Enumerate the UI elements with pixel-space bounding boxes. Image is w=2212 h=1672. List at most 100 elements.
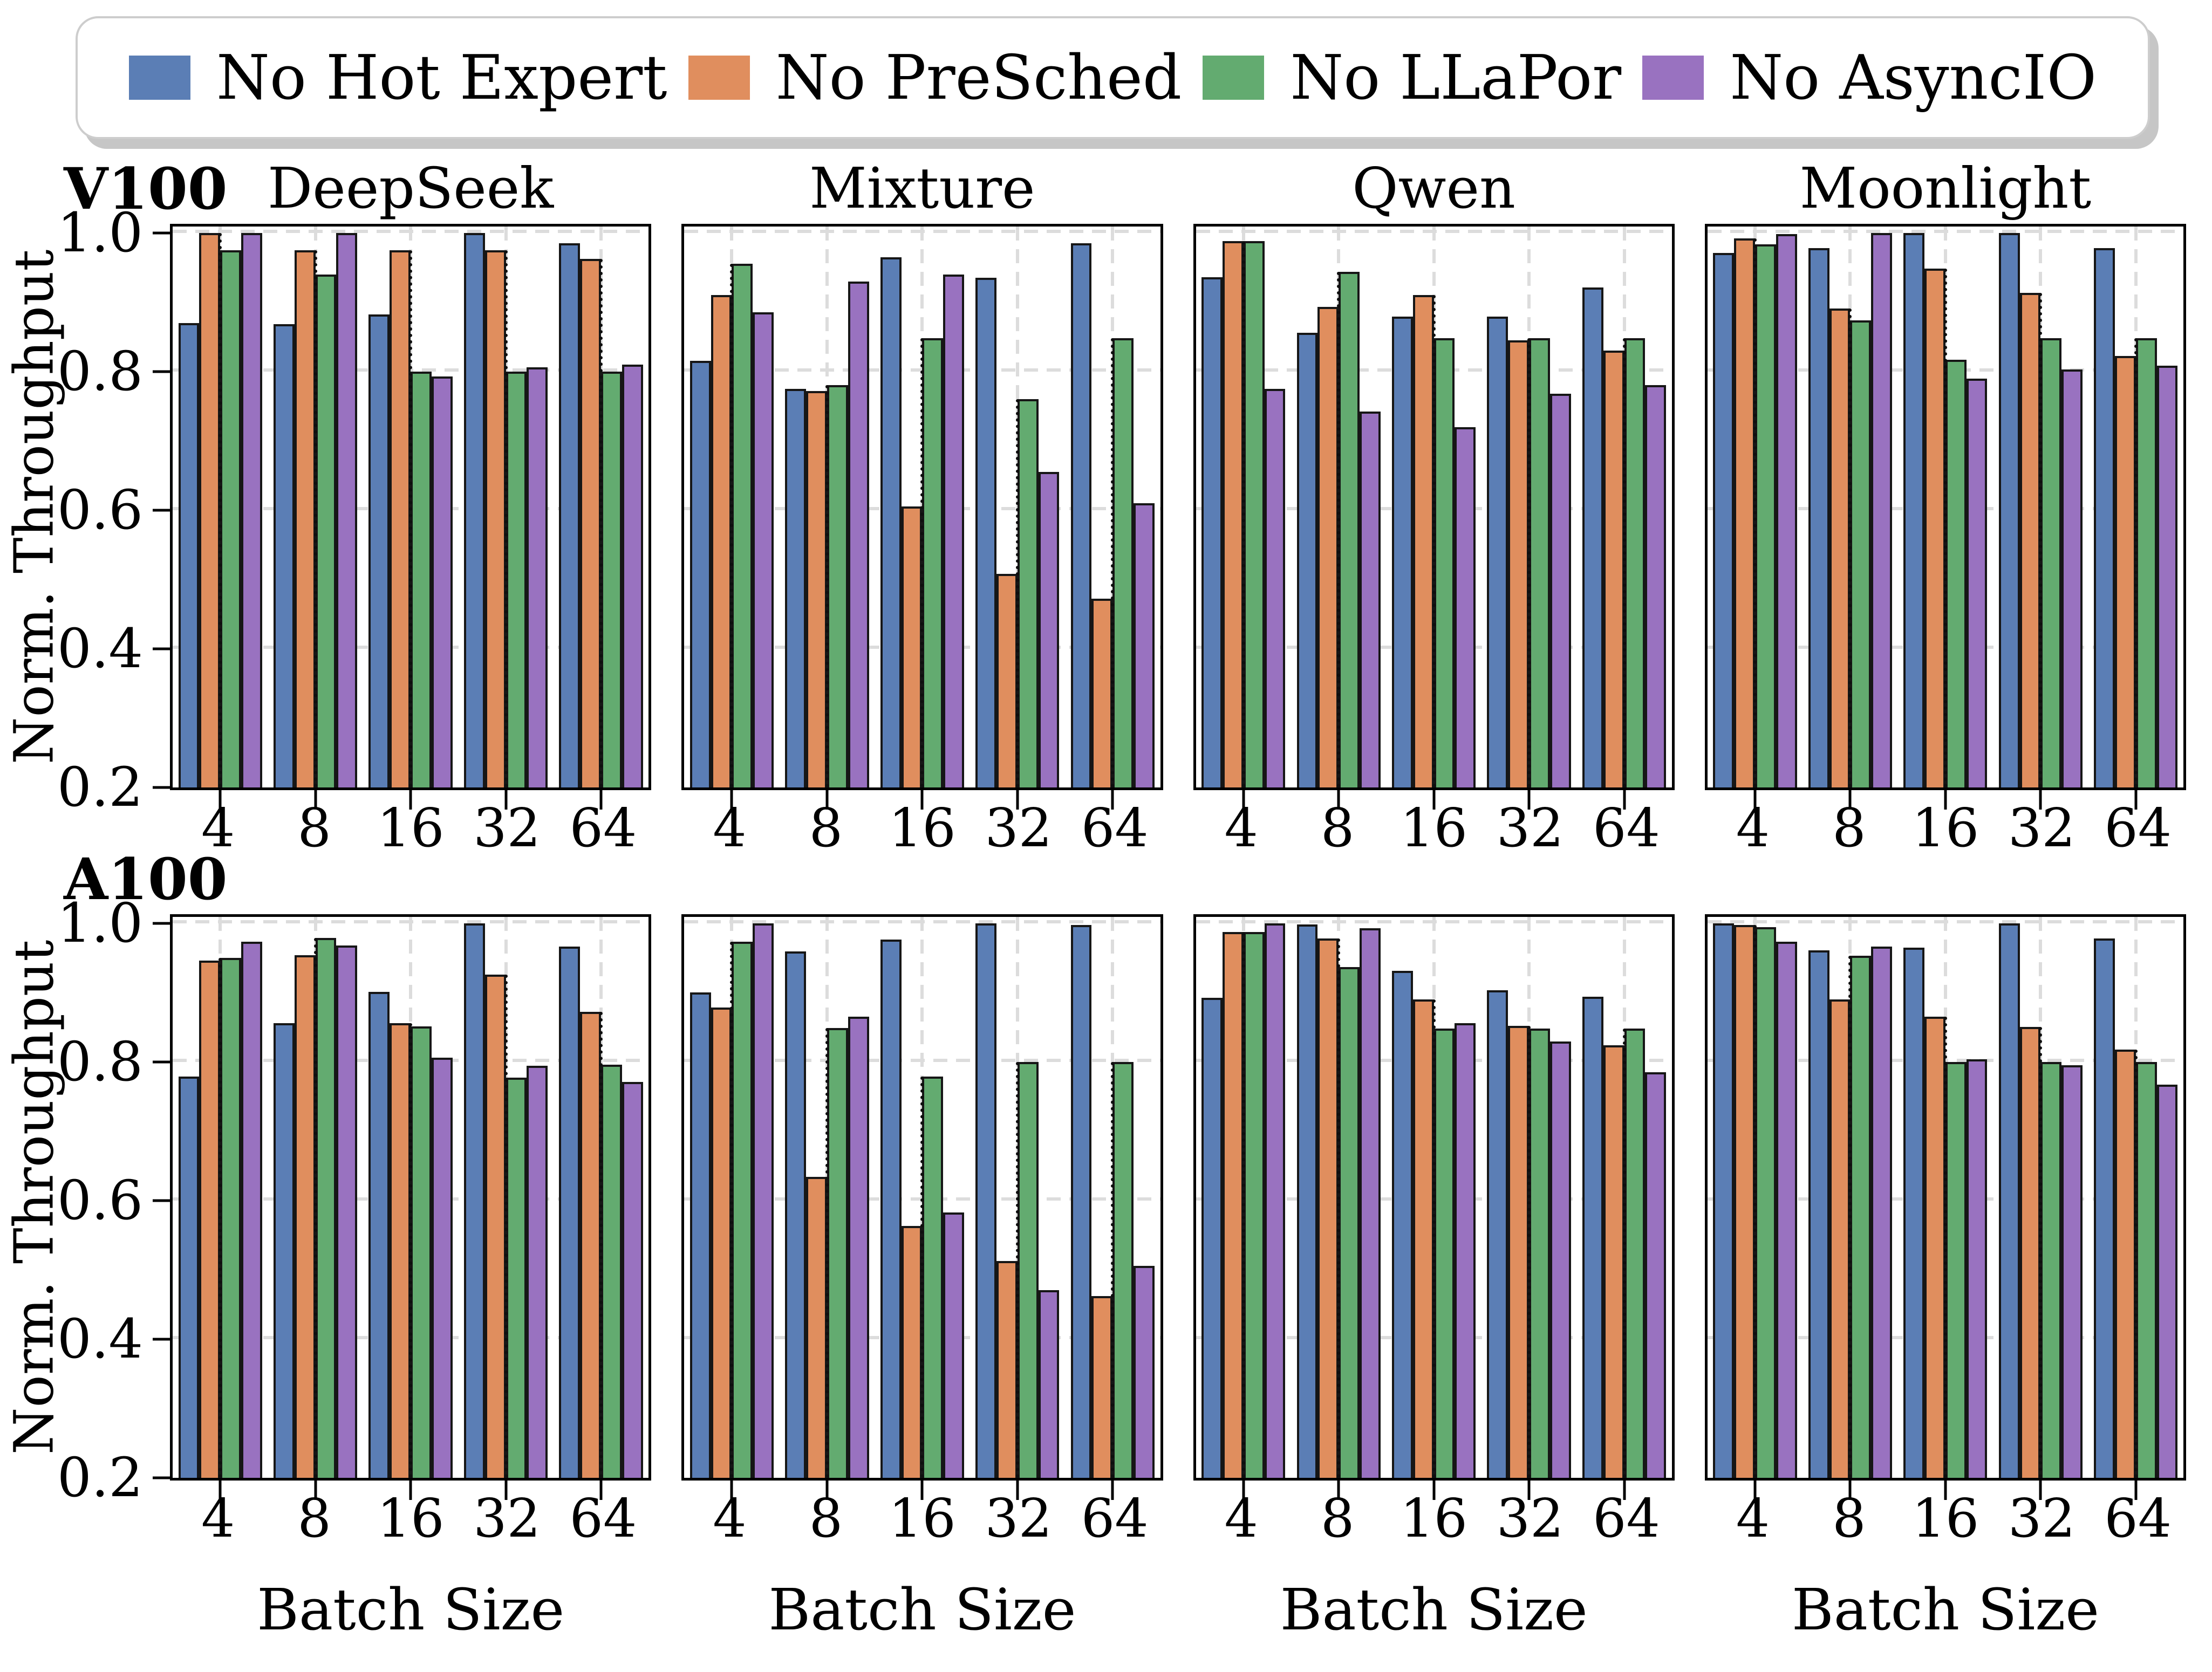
bar [1903,232,1925,787]
group-center-dotted-line [219,232,222,787]
plot-title: Qwen [1352,155,1516,221]
plot-cell-a100-mixture: 4 8 16 32 64 Batch Size [681,849,1163,1648]
bar [1966,378,1988,787]
bar [2156,1085,2178,1478]
row-v100-gutter: V100 Norm. Throughput [0,155,228,863]
bar-group-32 [458,917,553,1478]
bar [1359,412,1381,787]
x-tick-mark [314,1481,317,1500]
y-tick-label: 0.2 [57,1446,143,1509]
bar [463,232,485,787]
x-tick-label: 32 [473,798,541,859]
bar [827,385,848,787]
row-v100: V100 Norm. Throughput DeepSeek 1.0 0.8 0.6… [0,155,2212,863]
bar-group-8 [780,227,875,787]
bar [1945,1061,1967,1478]
x-tick-label: 64 [569,1488,637,1550]
group-center-dotted-line [504,974,508,1478]
bar-group-8 [268,917,363,1478]
x-tick-mark [504,1481,508,1500]
bar-group-32 [1482,917,1576,1478]
group-center-dotted-line [504,250,508,787]
y-tick-label: 0.6 [57,1168,143,1232]
bar [1624,338,1646,787]
bar [1222,241,1244,787]
bar-group-4 [1708,227,1803,787]
bar-group-32 [970,227,1065,787]
bar [2061,1065,2083,1478]
y-tick-mark [153,370,170,373]
bar [1998,923,2020,1478]
bar [1091,599,1113,787]
bar [1391,317,1413,787]
bar [1603,1045,1624,1478]
bar [689,361,711,787]
x-tick-mark [599,1481,603,1500]
bar [1339,967,1360,1478]
x-ticks: 4 8 16 32 64 [170,1481,651,1553]
x-tick-mark [920,790,924,810]
x-axis-label: Batch Size [1280,1577,1588,1643]
bar [1112,1061,1134,1478]
bar [732,264,753,787]
x-tick-label: 16 [1911,1488,1979,1550]
bar [753,923,774,1478]
bar [1264,923,1286,1478]
x-tick-mark [730,790,733,810]
bar [1808,248,1829,787]
legend-swatch-no-llapor [1203,56,1265,100]
x-ticks: 4 8 16 32 64 [1705,790,2186,863]
bar [1734,925,1755,1478]
bar-group-8 [1291,227,1386,787]
x-tick-label: 4 [1736,1488,1770,1550]
bar [274,324,295,787]
bar [1455,1023,1476,1478]
bar [1017,399,1039,787]
bar [806,1177,827,1478]
x-tick-mark [409,1481,412,1500]
bar [1243,241,1265,787]
bar [1070,925,1092,1478]
bar [178,1076,200,1478]
x-tick-label: 8 [1320,1488,1355,1550]
bar-group-16 [1386,227,1481,787]
y-tick-label: 0.8 [57,339,143,403]
x-tick-label: 64 [2104,1488,2172,1550]
bar [1850,956,1872,1478]
x-tick-label: 32 [2008,1488,2076,1550]
bar [2061,369,2083,787]
plot-a100-mixture [681,914,1163,1500]
x-tick-label: 8 [809,1488,843,1550]
bar [2094,248,2115,787]
x-tick-label: 16 [889,1488,956,1550]
bar [1296,332,1318,787]
bar [1713,252,1735,787]
bar [484,250,506,787]
bar [1412,295,1434,787]
x-tick-mark [1432,1481,1436,1500]
bar [1582,996,1603,1478]
plot-cell-v100-qwen: Qwen 4 8 16 32 64 [1193,159,1675,863]
plot-title: DeepSeek [267,155,554,221]
legend-item-no-hot-expert: No Hot Expert [129,47,667,108]
plot-v100-mixture [681,224,1163,810]
bar [1222,932,1244,1478]
group-center-dotted-line [409,250,413,787]
bar [975,923,996,1478]
legend-swatch-no-asyncio [1642,56,1704,100]
x-tick-mark [314,790,317,810]
x-tick-label: 32 [985,798,1053,859]
x-tick-label: 4 [1224,798,1258,859]
bar-group-4 [684,917,779,1478]
bar [1412,999,1434,1478]
x-ticks: 4 8 16 32 64 [1705,1481,2186,1553]
bar [975,278,996,787]
bar-group-8 [268,227,363,787]
bar [1296,924,1318,1478]
bar [1455,427,1476,787]
bar [1829,308,1851,787]
x-tick-mark [1337,1481,1340,1500]
bar [294,955,316,1478]
x-tick-label: 4 [201,798,235,859]
